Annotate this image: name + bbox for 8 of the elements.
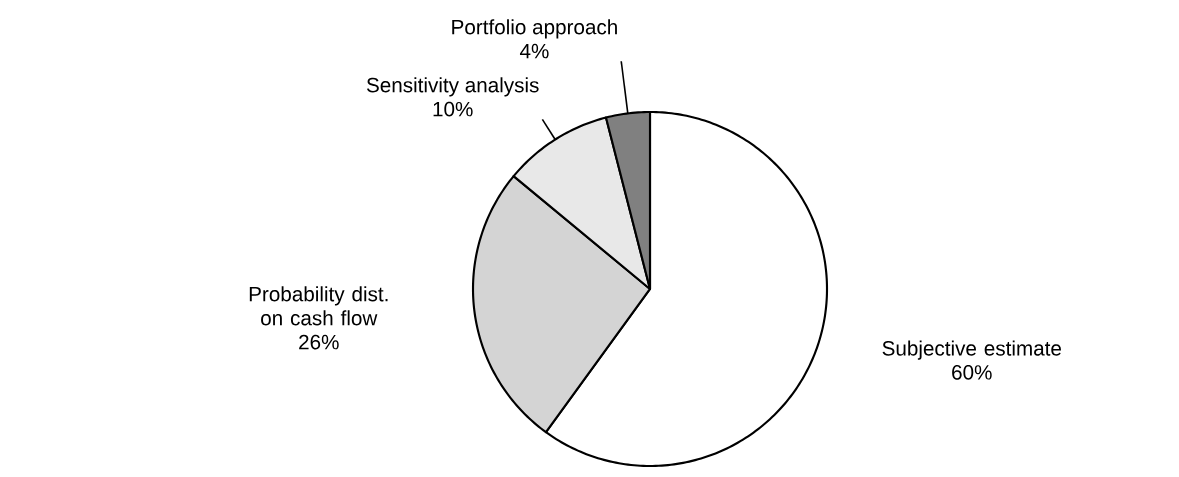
slice-label: Sensitivity analysis	[366, 77, 539, 97]
slice-label: Portfolio approach	[452, 19, 617, 39]
data-label: 26%	[299, 334, 339, 350]
slice-label: Subjective estimate	[882, 340, 1061, 360]
data-label: 60%	[952, 365, 992, 380]
data-label: 4%	[519, 43, 549, 59]
data-label: 10%	[433, 101, 473, 117]
slice-label: Probability dist. on cash flow	[249, 286, 388, 326]
